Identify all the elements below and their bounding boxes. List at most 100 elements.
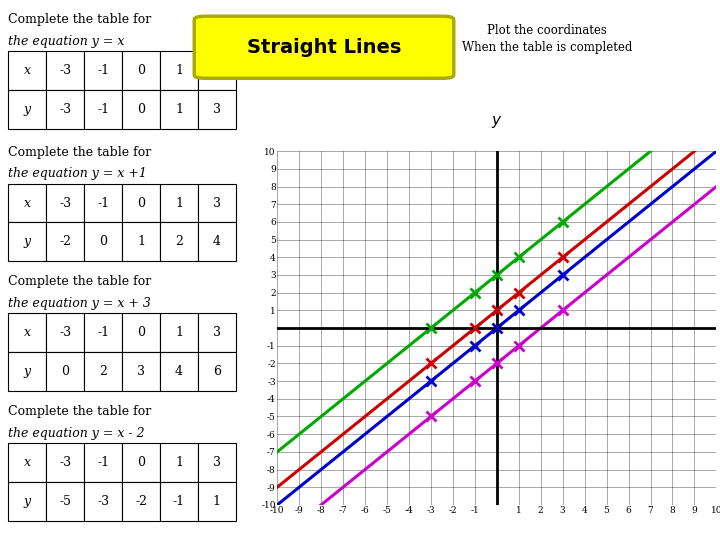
- Text: y: y: [24, 495, 31, 508]
- Bar: [198, 313, 236, 352]
- Text: 1: 1: [175, 326, 183, 339]
- Bar: [122, 443, 160, 482]
- Text: 3: 3: [213, 64, 221, 77]
- Bar: [160, 184, 198, 222]
- Text: -3: -3: [59, 103, 71, 116]
- Text: 3: 3: [137, 365, 145, 378]
- Bar: [9, 222, 46, 261]
- Bar: [122, 90, 160, 129]
- Text: Complete the table for: Complete the table for: [9, 146, 152, 159]
- Text: 2: 2: [175, 235, 183, 248]
- Text: Straight Lines: Straight Lines: [247, 38, 401, 57]
- Text: 0: 0: [137, 103, 145, 116]
- Text: -1: -1: [97, 64, 109, 77]
- Bar: [84, 51, 122, 90]
- Bar: [160, 90, 198, 129]
- Bar: [9, 51, 46, 90]
- Bar: [198, 482, 236, 521]
- Bar: [9, 443, 46, 482]
- Bar: [84, 352, 122, 391]
- Text: -3: -3: [59, 326, 71, 339]
- Bar: [46, 482, 84, 521]
- Text: 4: 4: [213, 235, 221, 248]
- Bar: [160, 482, 198, 521]
- Bar: [122, 482, 160, 521]
- Bar: [9, 90, 46, 129]
- Text: 1: 1: [175, 64, 183, 77]
- Text: 4: 4: [175, 365, 183, 378]
- Bar: [9, 184, 46, 222]
- Text: the equation y = x + 3: the equation y = x + 3: [9, 297, 151, 310]
- Text: x: x: [24, 326, 31, 339]
- Bar: [9, 352, 46, 391]
- Bar: [46, 51, 84, 90]
- Text: 0: 0: [137, 64, 145, 77]
- Text: y: y: [24, 103, 31, 116]
- Bar: [122, 313, 160, 352]
- Text: -5: -5: [59, 495, 71, 508]
- Bar: [9, 313, 46, 352]
- Bar: [46, 443, 84, 482]
- Bar: [198, 51, 236, 90]
- Bar: [84, 313, 122, 352]
- Text: 0: 0: [137, 197, 145, 210]
- Bar: [9, 482, 46, 521]
- Text: x: x: [24, 456, 31, 469]
- Text: -3: -3: [59, 197, 71, 210]
- Bar: [46, 352, 84, 391]
- Text: Complete the table for: Complete the table for: [9, 275, 152, 288]
- Text: -1: -1: [97, 197, 109, 210]
- Bar: [198, 443, 236, 482]
- Text: 1: 1: [175, 103, 183, 116]
- Bar: [84, 222, 122, 261]
- FancyBboxPatch shape: [194, 16, 454, 78]
- Text: -3: -3: [97, 495, 109, 508]
- Text: 0: 0: [137, 326, 145, 339]
- Bar: [198, 352, 236, 391]
- Bar: [160, 352, 198, 391]
- Bar: [198, 90, 236, 129]
- Text: 0: 0: [137, 456, 145, 469]
- Text: 6: 6: [213, 365, 221, 378]
- Bar: [198, 222, 236, 261]
- Text: 0: 0: [99, 235, 107, 248]
- Text: Complete the table for: Complete the table for: [9, 405, 152, 418]
- Text: the equation y = x +1: the equation y = x +1: [9, 167, 148, 180]
- Bar: [46, 184, 84, 222]
- Text: -3: -3: [59, 456, 71, 469]
- Bar: [46, 90, 84, 129]
- Text: 1: 1: [175, 197, 183, 210]
- Text: 3: 3: [213, 103, 221, 116]
- Text: -1: -1: [97, 456, 109, 469]
- Bar: [122, 352, 160, 391]
- Text: y: y: [24, 235, 31, 248]
- Text: -3: -3: [59, 64, 71, 77]
- Text: $y$: $y$: [491, 113, 503, 130]
- Bar: [160, 51, 198, 90]
- Bar: [198, 184, 236, 222]
- Text: x: x: [24, 64, 31, 77]
- Text: 3: 3: [213, 326, 221, 339]
- Text: -1: -1: [173, 495, 185, 508]
- Bar: [122, 51, 160, 90]
- Text: -1: -1: [97, 103, 109, 116]
- Bar: [84, 184, 122, 222]
- Bar: [122, 222, 160, 261]
- Text: 0: 0: [61, 365, 69, 378]
- Text: -1: -1: [97, 326, 109, 339]
- Bar: [46, 313, 84, 352]
- Text: 1: 1: [213, 495, 221, 508]
- Bar: [122, 184, 160, 222]
- Text: 1: 1: [137, 235, 145, 248]
- Bar: [84, 90, 122, 129]
- Text: -2: -2: [135, 495, 147, 508]
- Text: the equation y = x - 2: the equation y = x - 2: [9, 427, 145, 440]
- Text: x: x: [24, 197, 31, 210]
- Bar: [46, 222, 84, 261]
- Bar: [160, 222, 198, 261]
- Bar: [84, 443, 122, 482]
- Text: 2: 2: [99, 365, 107, 378]
- Bar: [160, 443, 198, 482]
- Text: 3: 3: [213, 197, 221, 210]
- Text: 3: 3: [213, 456, 221, 469]
